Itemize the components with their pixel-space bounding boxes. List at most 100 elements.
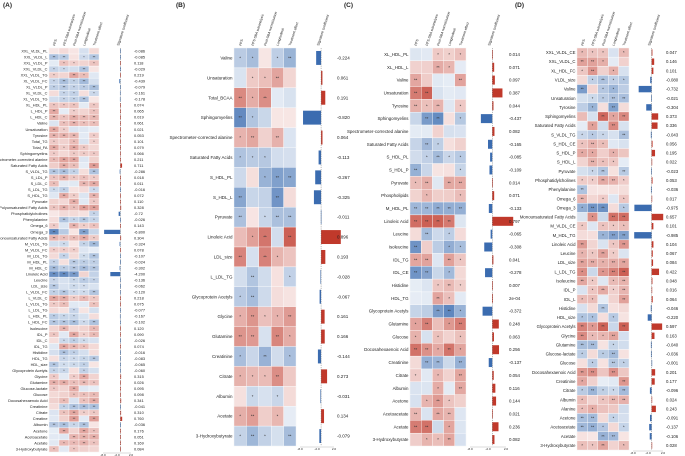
- heatmap-cell: [58, 180, 70, 187]
- heatmap-cell: [618, 139, 630, 149]
- row-label: L_VLDL_C: [28, 296, 47, 301]
- significance-mark: *: [437, 386, 439, 391]
- row-label: Acetoacetate: [25, 434, 48, 439]
- significance-mark: **: [63, 170, 66, 174]
- significance-mark: *: [93, 176, 95, 180]
- significance-mark: *: [613, 160, 615, 165]
- row-label: Acetate: [217, 414, 233, 419]
- signature-bar: [492, 383, 496, 393]
- axis-tick-label: -2.0: [485, 447, 491, 451]
- significance-mark: *: [264, 314, 266, 319]
- significance-mark: *: [581, 352, 583, 357]
- significance-mark: *: [63, 441, 65, 445]
- significance-mark: *: [448, 65, 450, 70]
- coefficient-value: 0.014: [509, 52, 521, 57]
- heatmap-cell: [68, 228, 80, 236]
- significance-mark: **: [53, 381, 56, 385]
- significance-mark: *: [592, 324, 594, 329]
- significance-mark: **: [93, 242, 96, 246]
- coefficient-value: -0.439: [134, 79, 145, 84]
- heatmap-cell: [58, 307, 70, 314]
- heatmap-cell: [78, 325, 90, 332]
- significance-mark: **: [612, 123, 616, 128]
- signature-bar: [110, 272, 121, 277]
- significance-mark: **: [239, 334, 243, 339]
- significance-mark: **: [93, 86, 96, 90]
- significance-mark: *: [93, 411, 95, 415]
- row-label: Pyruvate: [215, 215, 233, 220]
- significance-mark: **: [73, 224, 76, 228]
- significance-mark: **: [425, 90, 429, 95]
- significance-mark: *: [448, 424, 450, 429]
- signature-bar: [320, 269, 322, 284]
- signature-bar: [647, 314, 652, 321]
- significance-mark: **: [448, 283, 452, 288]
- signature-bar: [488, 203, 493, 213]
- coefficient-value: 0.143: [134, 223, 144, 228]
- coefficient-value: 0.797: [509, 219, 521, 224]
- heatmap-cell: [618, 56, 630, 67]
- significance-mark: *: [581, 178, 583, 183]
- signature-bar: [120, 223, 121, 228]
- significance-mark: **: [622, 297, 626, 302]
- signature-bar: [492, 332, 494, 342]
- heatmap-cell: [258, 187, 272, 208]
- signature-bar: [490, 229, 493, 239]
- coefficient-value: -0.165: [509, 142, 522, 147]
- signature-bar: [492, 345, 500, 355]
- significance-mark: **: [53, 170, 56, 174]
- coefficient-value: 0.048: [666, 278, 677, 283]
- heatmap-cell: [618, 440, 630, 451]
- axis-tick-label: -8.0: [630, 451, 636, 455]
- significance-mark: *: [581, 269, 583, 274]
- significance-mark: *: [83, 357, 85, 361]
- coefficient-value: 0.597: [666, 324, 677, 329]
- heatmap-cell: [78, 415, 90, 423]
- signature-bar: [651, 323, 663, 330]
- heatmap-cell: [88, 96, 100, 103]
- row-label: XL_HDL_PL: [384, 52, 409, 57]
- heatmap-cell: [246, 187, 259, 208]
- heatmap-cell: [68, 180, 80, 187]
- column-header: PFS-SBA subanalysis: [251, 13, 265, 46]
- significance-mark: *: [73, 375, 75, 379]
- significance-mark: **: [581, 416, 585, 421]
- significance-mark: *: [93, 279, 95, 283]
- significance-mark: *: [93, 393, 95, 397]
- heatmap-cell: [454, 420, 467, 434]
- significance-mark: **: [53, 363, 56, 367]
- significance-mark: **: [53, 321, 56, 325]
- row-label: Valine: [37, 121, 48, 126]
- column-header: Treatment effect: [288, 22, 299, 47]
- coefficient-value: 0.021: [134, 127, 144, 132]
- significance-mark: *: [581, 315, 583, 320]
- significance-mark: **: [581, 278, 585, 283]
- coefficient-value: -0.820: [337, 115, 350, 120]
- heatmap-cell: [68, 325, 80, 332]
- significance-mark: *: [53, 158, 55, 162]
- significance-mark: **: [622, 96, 626, 101]
- coefficient-value: 0.079: [134, 145, 144, 150]
- heatmap-cell: [258, 266, 272, 287]
- signature-bar: [651, 122, 658, 129]
- row-label: Omega_3: [30, 229, 47, 234]
- coefficient-value: 0.014: [509, 180, 521, 185]
- significance-mark: **: [288, 235, 292, 240]
- significance-mark: **: [436, 411, 440, 416]
- row-label: Citrate: [563, 388, 576, 393]
- row-label: M_VLDL_TG: [25, 241, 48, 246]
- coefficient-value: 0.218: [134, 296, 144, 301]
- significance-mark: **: [239, 95, 243, 100]
- signature-bar: [482, 306, 493, 316]
- heatmap-cell: [58, 373, 70, 380]
- coefficient-value: 0.063: [509, 334, 521, 339]
- heatmap-cell: [443, 99, 455, 113]
- significance-mark: *: [53, 206, 55, 210]
- significance-mark: **: [53, 230, 56, 234]
- heatmap-cell: [68, 65, 80, 73]
- significance-mark: **: [448, 257, 452, 262]
- heatmap-cell: [88, 421, 100, 429]
- coefficient-value: 0.236: [509, 424, 521, 429]
- coefficient-value: 0.064: [337, 135, 349, 140]
